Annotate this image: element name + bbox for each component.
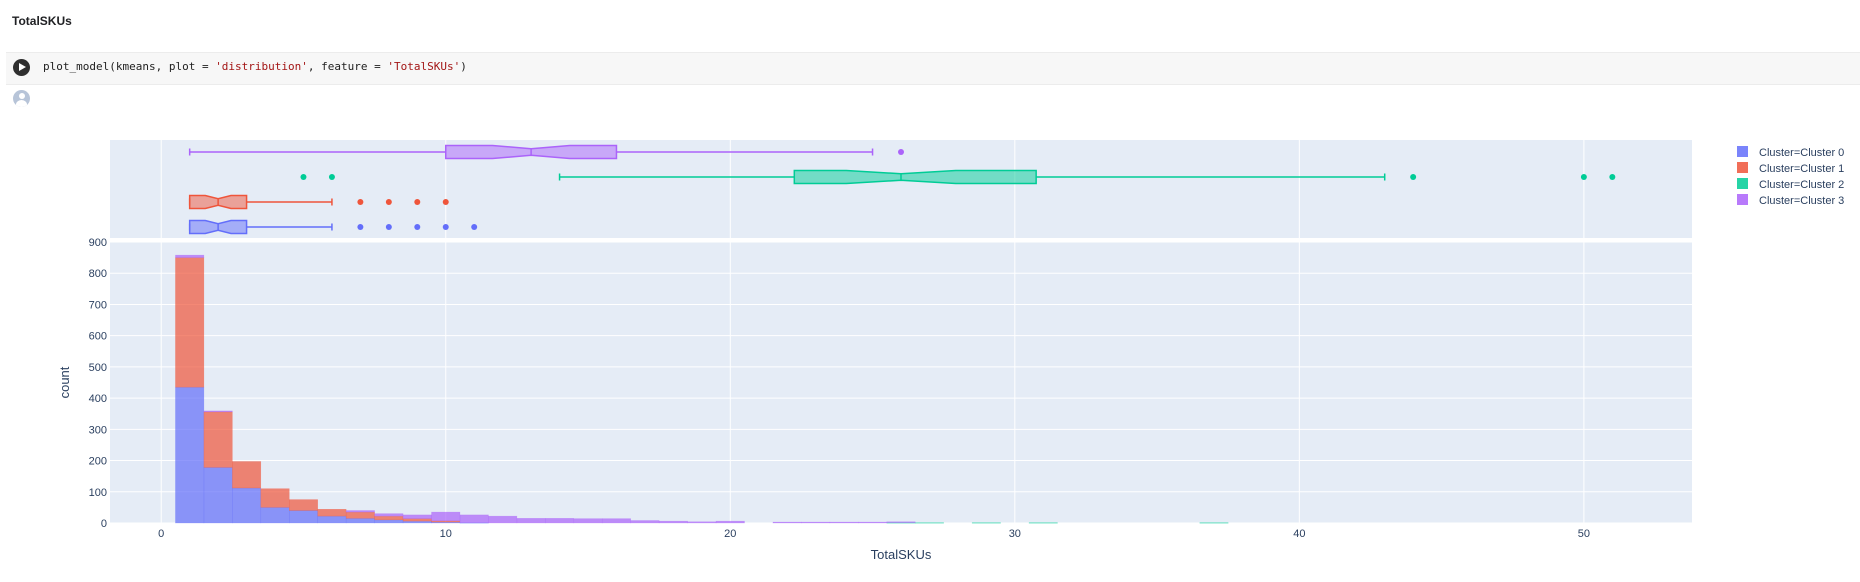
- histogram-bar: [232, 461, 262, 489]
- histogram-bar: [203, 411, 233, 468]
- histogram-bar: [260, 488, 290, 508]
- legend-swatch: [1737, 162, 1748, 173]
- y-tick-label: 600: [89, 331, 107, 343]
- histogram-bar: [345, 511, 375, 519]
- histogram-bar: [289, 510, 318, 524]
- legend-label: Cluster=Cluster 3: [1759, 195, 1844, 207]
- y-tick-label: 400: [89, 393, 107, 405]
- histogram-bar: [630, 520, 660, 524]
- histogram-bar: [858, 521, 888, 524]
- box-outlier-point: [442, 199, 449, 205]
- y-tick-label: 300: [89, 424, 107, 436]
- y-axis-title: count: [57, 366, 72, 398]
- code-middle: , feature =: [307, 60, 388, 73]
- histogram-bar: [1199, 522, 1229, 524]
- x-axis-title: TotalSKUs: [871, 547, 932, 562]
- histogram-bar: [914, 522, 944, 524]
- box-body: [793, 169, 1037, 185]
- play-icon[interactable]: [13, 59, 30, 76]
- x-tick-label: 50: [1578, 528, 1590, 540]
- box-outlier-point: [471, 224, 478, 230]
- y-tick-label: 500: [89, 362, 107, 374]
- histogram-bar: [374, 515, 404, 521]
- histogram-bar: [232, 487, 262, 524]
- box-outlier-point: [1609, 174, 1616, 180]
- histogram-bar: [374, 513, 404, 517]
- box-outlier-point: [385, 224, 392, 230]
- histogram-bar: [345, 510, 375, 513]
- legend-label: Cluster=Cluster 2: [1759, 179, 1844, 191]
- x-tick-label: 20: [724, 528, 736, 540]
- code-prefix: plot_model(kmeans, plot =: [43, 60, 216, 73]
- user-avatar-icon: [13, 90, 30, 107]
- histogram-bar: [601, 518, 631, 524]
- box-outlier-point: [357, 199, 364, 205]
- box-outlier-point: [414, 224, 421, 230]
- histogram-bar: [545, 518, 575, 524]
- y-tick-label: 0: [101, 518, 107, 530]
- histogram-bar: [801, 521, 831, 524]
- box-outlier-point: [385, 199, 392, 205]
- histogram-bar: [260, 507, 290, 524]
- histogram-bar: [715, 520, 745, 524]
- histogram-bar: [317, 515, 347, 524]
- y-tick-label: 900: [89, 237, 107, 249]
- histogram-bar: [175, 386, 205, 524]
- code-string-feature: 'TotalSKUs': [387, 60, 461, 73]
- y-tick-label: 100: [89, 487, 107, 499]
- y-tick-label: 200: [89, 456, 107, 468]
- histogram-plot-area: [110, 242, 1692, 523]
- histogram-bar: [402, 518, 432, 522]
- histogram-bar: [289, 499, 318, 511]
- legend-swatch: [1737, 178, 1748, 189]
- histogram-bar: [345, 518, 375, 524]
- legend-swatch: [1737, 146, 1748, 157]
- histogram-bar: [402, 514, 432, 519]
- section-title: TotalSKUs: [12, 14, 72, 28]
- histogram-bar: [772, 521, 802, 524]
- histogram-bar: [829, 521, 859, 524]
- histogram-bar: [402, 520, 432, 524]
- code-cell[interactable]: [6, 52, 1860, 85]
- x-tick-label: 30: [1009, 528, 1021, 540]
- histogram-bar: [374, 519, 404, 524]
- box-outlier-point: [357, 224, 364, 230]
- y-tick-label: 800: [89, 268, 107, 280]
- box-outlier-point: [898, 149, 904, 155]
- code-line[interactable]: plot_model(kmeans, plot = 'distribution'…: [43, 60, 467, 73]
- legend-label: Cluster=Cluster 1: [1759, 163, 1844, 175]
- histogram-bar: [658, 520, 688, 524]
- box-outlier-point: [300, 174, 307, 180]
- code-suffix: ): [460, 60, 467, 73]
- histogram-bar: [971, 522, 1001, 524]
- x-tick-label: 0: [158, 528, 164, 540]
- box-outlier-point: [1580, 174, 1587, 180]
- histogram-bar: [431, 511, 461, 522]
- histogram-bar: [573, 518, 603, 524]
- histogram-bar: [488, 515, 518, 524]
- x-tick-label: 10: [440, 528, 452, 540]
- box-outlier-point: [414, 199, 421, 205]
- box-outlier-point: [442, 224, 449, 230]
- histogram-bar: [203, 467, 233, 524]
- histogram-bar: [175, 254, 205, 258]
- histogram-bar: [203, 410, 233, 413]
- x-tick-label: 40: [1293, 528, 1305, 540]
- histogram-bar: [886, 521, 916, 523]
- histogram-bar: [317, 509, 347, 517]
- legend-swatch: [1737, 194, 1748, 205]
- histogram-bar: [1028, 522, 1058, 524]
- legend-label: Cluster=Cluster 0: [1759, 147, 1844, 159]
- y-tick-label: 700: [89, 299, 107, 311]
- histogram-bar: [175, 257, 205, 388]
- histogram-bar: [516, 518, 546, 524]
- code-string-plot: 'distribution': [215, 60, 308, 73]
- histogram-bar: [687, 521, 717, 524]
- box-outlier-point: [328, 174, 335, 180]
- box-outlier-point: [1410, 174, 1417, 180]
- box-plot-area: [110, 140, 1692, 238]
- histogram-bar: [459, 514, 489, 523]
